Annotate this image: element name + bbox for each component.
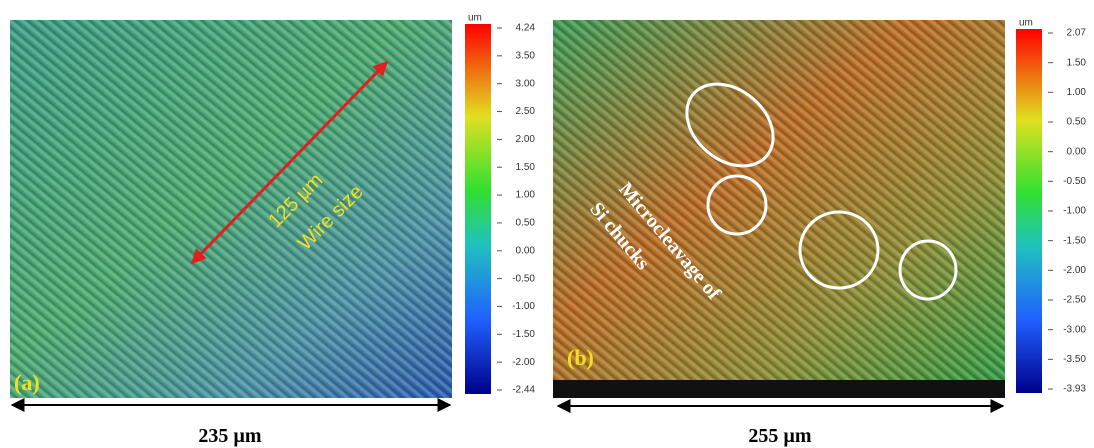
surface-texture — [553, 20, 1005, 398]
page: 125 µm Wire size (a) 235 µm Microcleavag… — [0, 0, 1094, 448]
colorbar-tick-label: -2.00 — [512, 357, 535, 368]
colorbar-tick-label: 0.50 — [1067, 117, 1087, 128]
colorbar-tick-label: 3.50 — [516, 50, 536, 61]
colorbar-tick-label: -0.50 — [512, 273, 535, 284]
figure: 125 µm Wire size (a) 235 µm Microcleavag… — [0, 0, 1094, 448]
colorbar-tick-label: 0.00 — [516, 245, 536, 256]
colorbar-tick-label: -1.50 — [512, 329, 535, 340]
colorbar-tick-label: -0.50 — [1063, 176, 1086, 187]
colorbar-tick-label: -3.00 — [1063, 324, 1086, 335]
panel-a: 125 µm Wire size (a) 235 µm — [10, 20, 452, 447]
colorbar-tick-label: 1.50 — [1067, 57, 1087, 68]
colorbar-tick-label: 2.00 — [516, 134, 536, 145]
colorbar-tick-label: -2.50 — [1063, 295, 1086, 306]
colorbar-tick-label: 0.50 — [516, 218, 536, 229]
surface-texture — [10, 20, 452, 398]
colorbar-tick-label: 0.00 — [1067, 146, 1087, 157]
colorbar-tick-label: 2.50 — [516, 106, 536, 117]
scale-label: 235 µm — [198, 425, 262, 447]
colorbar-tick-label: -1.00 — [1063, 206, 1086, 217]
colorbar-tick-label: -1.00 — [512, 301, 535, 312]
colorbar-tick-label: 4.24 — [516, 23, 536, 34]
surface-base — [553, 380, 1005, 398]
panel-label: (b) — [567, 345, 594, 370]
colorbar-tick-label: -2.44 — [512, 385, 535, 396]
panel-label: (a) — [14, 370, 40, 395]
colorbar-tick-label: -3.50 — [1063, 354, 1086, 365]
colorbar-tick-label: 1.00 — [1067, 87, 1087, 98]
colorbar-tick-label: -2.00 — [1063, 265, 1086, 276]
colorbar-tick-label: -1.50 — [1063, 235, 1086, 246]
colorbar — [1016, 29, 1042, 393]
scale-label: 255 µm — [748, 425, 812, 447]
colorbar-tick-label: 1.00 — [516, 190, 536, 201]
colorbar — [465, 24, 491, 394]
colorbar-tick-label: -3.93 — [1063, 384, 1086, 395]
colorbar-tick-label: 3.00 — [516, 78, 536, 89]
colorbar-unit: um — [468, 13, 482, 24]
colorbar-tick-label: 2.07 — [1067, 28, 1087, 39]
colorbar-unit: um — [1019, 18, 1033, 29]
panel-b: Microcleavage of Si chucks (b) 255 µm — [553, 20, 1005, 447]
colorbar-tick-label: 1.50 — [516, 162, 536, 173]
